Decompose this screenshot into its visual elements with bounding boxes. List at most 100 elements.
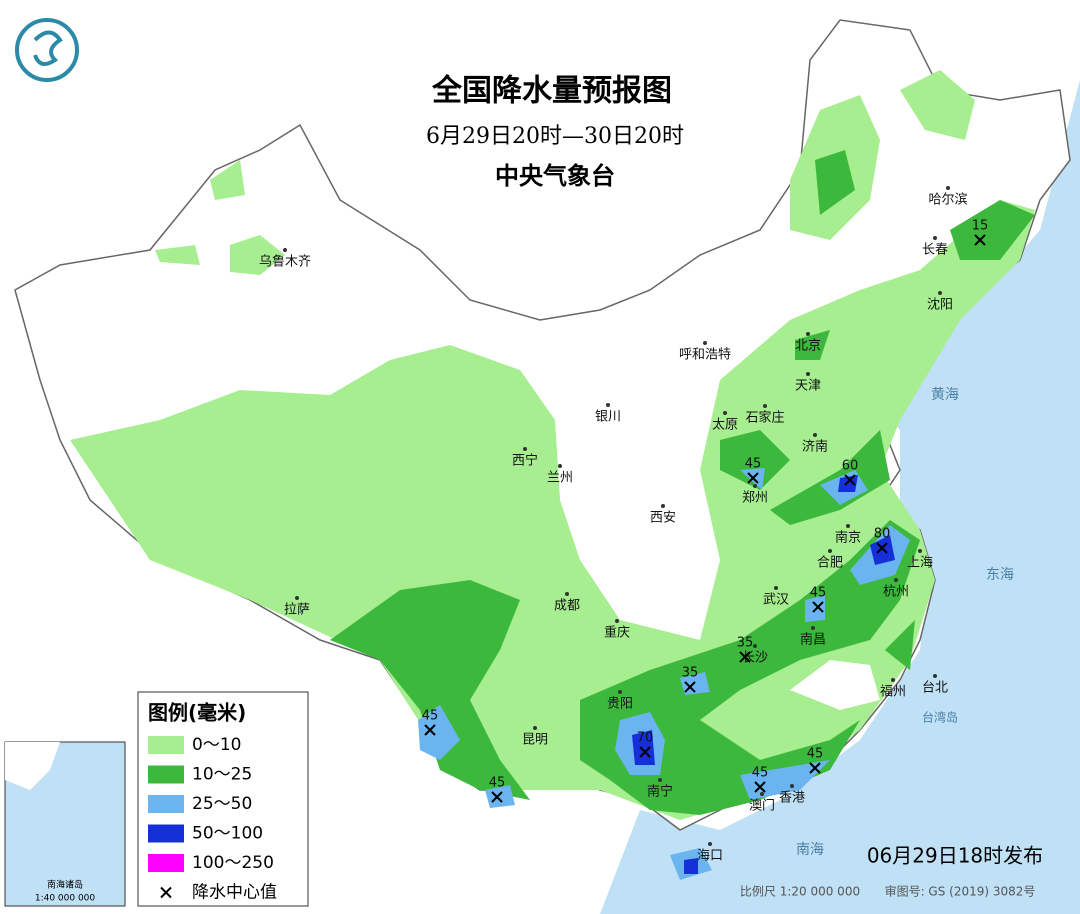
legend-label: 25～50: [192, 794, 252, 814]
legend-swatch: [148, 765, 184, 784]
city-label: 南京: [835, 530, 861, 546]
city-dot: [933, 236, 937, 240]
rain-centers: 15 45 60 80 45 35 35 45 70 45 45 45: [422, 219, 989, 803]
rain-center-value: 15: [972, 219, 989, 234]
city-label: 哈尔滨: [928, 192, 967, 208]
city-label: 重庆: [604, 625, 630, 641]
city-dot: [806, 332, 810, 336]
city-label: 台北: [922, 681, 948, 696]
city-dot: [763, 404, 767, 408]
city-dot: [753, 484, 757, 488]
legend-title: 图例(毫米): [148, 701, 246, 725]
city-label: 北京: [795, 339, 821, 354]
title: 全国降水量预报图: [431, 74, 672, 109]
city-label: 太原: [712, 418, 738, 433]
place-label: 东海: [986, 567, 1014, 583]
inset-title: 南海诸岛: [47, 879, 83, 891]
rain-center-value: 45: [489, 776, 506, 791]
city-label: 昆明: [522, 733, 548, 748]
rain-10-25: [330, 580, 530, 800]
issuer: 中央气象台: [495, 162, 615, 190]
rain-center-marker: [639, 746, 651, 758]
rain-center-marker: [844, 474, 856, 486]
period: 6月29日20时—30日20时: [426, 124, 684, 149]
city-dot: [283, 248, 287, 252]
city-label: 澳门: [749, 798, 775, 814]
city-dot: [708, 842, 712, 846]
legend-label: 10～25: [192, 765, 252, 785]
city-label: 福州: [880, 685, 906, 700]
legend-label: 0～10: [192, 735, 241, 755]
city-label: 郑州: [742, 491, 768, 506]
city-dot: [618, 690, 622, 694]
city-dot: [523, 447, 527, 451]
legend-items: 0～10 10～25 25～50 50～100 100～250 降水中心值: [148, 735, 277, 903]
city-label: 长春: [922, 243, 948, 258]
city-label: 南宁: [647, 784, 673, 800]
rain-center-marker: [684, 681, 696, 693]
city-dot: [760, 792, 764, 796]
city-label: 兰州: [547, 471, 573, 486]
city-dot: [813, 433, 817, 437]
logo-mark: [33, 30, 63, 66]
city-label: 乌鲁木齐: [259, 254, 311, 270]
rain-0-10: [900, 70, 975, 140]
inset-scale: 1:40 000 000: [35, 894, 96, 904]
rain-center-value: 45: [807, 747, 824, 762]
city-label: 石家庄: [745, 410, 784, 426]
city-label: 呼和浩特: [679, 348, 731, 363]
place-label: 黄海: [931, 386, 959, 403]
city-dot: [946, 186, 950, 190]
legend-marker: [160, 886, 172, 899]
city-dot: [811, 626, 815, 630]
city-dot: [703, 341, 707, 345]
rain-center-marker: [491, 791, 503, 803]
rain-0-10: [70, 200, 1035, 820]
legend-swatch: [148, 795, 184, 813]
rain-center-marker: [812, 601, 824, 613]
city-label: 南昌: [800, 632, 826, 648]
rain-10-25: [720, 150, 1035, 670]
city-dot: [894, 578, 898, 582]
rain-25-50: [418, 468, 910, 880]
place-label: 台湾岛: [922, 710, 958, 725]
city-dot: [753, 644, 757, 648]
city-label: 成都: [554, 599, 580, 614]
approval-number: 审图号: GS (2019) 3082号: [885, 884, 1036, 899]
rain-center-value: 45: [752, 766, 769, 781]
city-label: 西安: [650, 511, 676, 526]
map-scale: 比例尺 1:20 000 000: [740, 885, 860, 899]
rain-center-value: 70: [637, 731, 654, 746]
rain-0-10: [155, 160, 285, 275]
legend-swatch: [148, 824, 184, 843]
city-dot: [828, 549, 832, 553]
legend-label: 降水中心值: [192, 883, 277, 903]
city-dot: [918, 549, 922, 553]
place-label: 南海: [796, 842, 824, 858]
city-label: 天津: [795, 379, 821, 394]
rain-center-marker: [424, 724, 436, 736]
sea: [600, 80, 1080, 914]
city-dot: [565, 592, 569, 596]
dry-area: [790, 660, 880, 710]
city-label: 合肥: [817, 556, 843, 571]
city-dot: [606, 403, 610, 407]
city-label: 银川: [595, 410, 621, 425]
city-label: 拉萨: [284, 603, 310, 618]
city-label: 西宁: [512, 453, 538, 469]
city-label: 香港: [779, 791, 805, 806]
city-dot: [938, 291, 942, 295]
city-label: 上海: [907, 556, 933, 571]
rain-center-value: 60: [842, 459, 859, 474]
rain-center-marker: [747, 472, 759, 484]
rain-center-marker: [754, 781, 766, 793]
legend-label: 100～250: [192, 853, 274, 873]
city-dot: [658, 778, 662, 782]
city-dot: [790, 784, 794, 788]
rain-center-marker: [974, 234, 986, 246]
legend-swatch: [148, 854, 184, 872]
city-dot: [661, 504, 665, 508]
rain-center-marker: [739, 651, 751, 663]
legend-label: 50～100: [192, 824, 263, 844]
